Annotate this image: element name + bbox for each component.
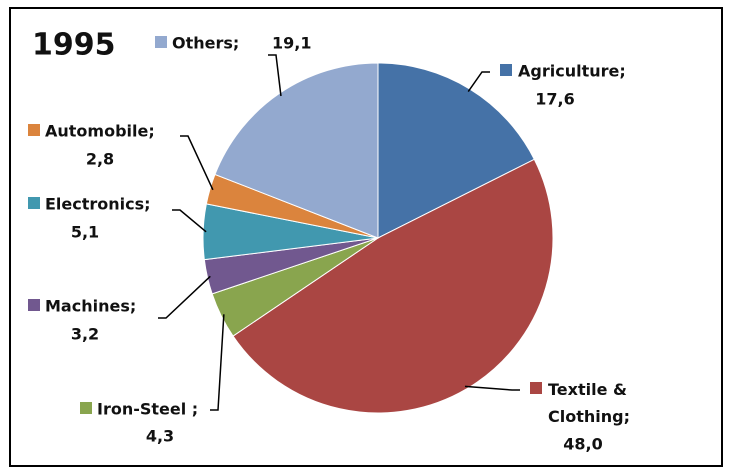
legend-swatch [28, 124, 40, 136]
chart-title: 1995 [32, 28, 116, 63]
value-label: 19,1 [272, 34, 311, 53]
pie-slice [232, 158, 554, 414]
legend-swatch [530, 382, 542, 394]
legend-swatch [155, 36, 167, 48]
category-label: Automobile; [45, 122, 155, 141]
legend-swatch [500, 64, 512, 76]
category-label: Agriculture; [518, 62, 626, 81]
category-label: Textile & Clothing; [548, 380, 630, 426]
value-label: 3,2 [71, 325, 99, 344]
leader-line [268, 54, 282, 97]
value-label: 17,6 [535, 90, 574, 109]
category-label: Electronics; [45, 195, 151, 214]
leader-line [158, 275, 211, 319]
category-label: Others; [172, 34, 239, 53]
legend-swatch [80, 402, 92, 414]
value-label: 4,3 [146, 427, 174, 446]
value-label: 5,1 [71, 223, 99, 242]
category-label: Iron-Steel ; [97, 400, 198, 419]
category-label: Machines; [45, 297, 136, 316]
leader-line [180, 135, 214, 191]
leader-line [464, 385, 520, 391]
legend-swatch [28, 299, 40, 311]
legend-swatch [28, 197, 40, 209]
leader-line [467, 71, 490, 93]
pie-slice [214, 62, 379, 239]
leader-line [210, 314, 225, 411]
value-label: 48,0 [563, 435, 602, 454]
leader-line [172, 209, 207, 233]
value-label: 2,8 [86, 150, 114, 169]
